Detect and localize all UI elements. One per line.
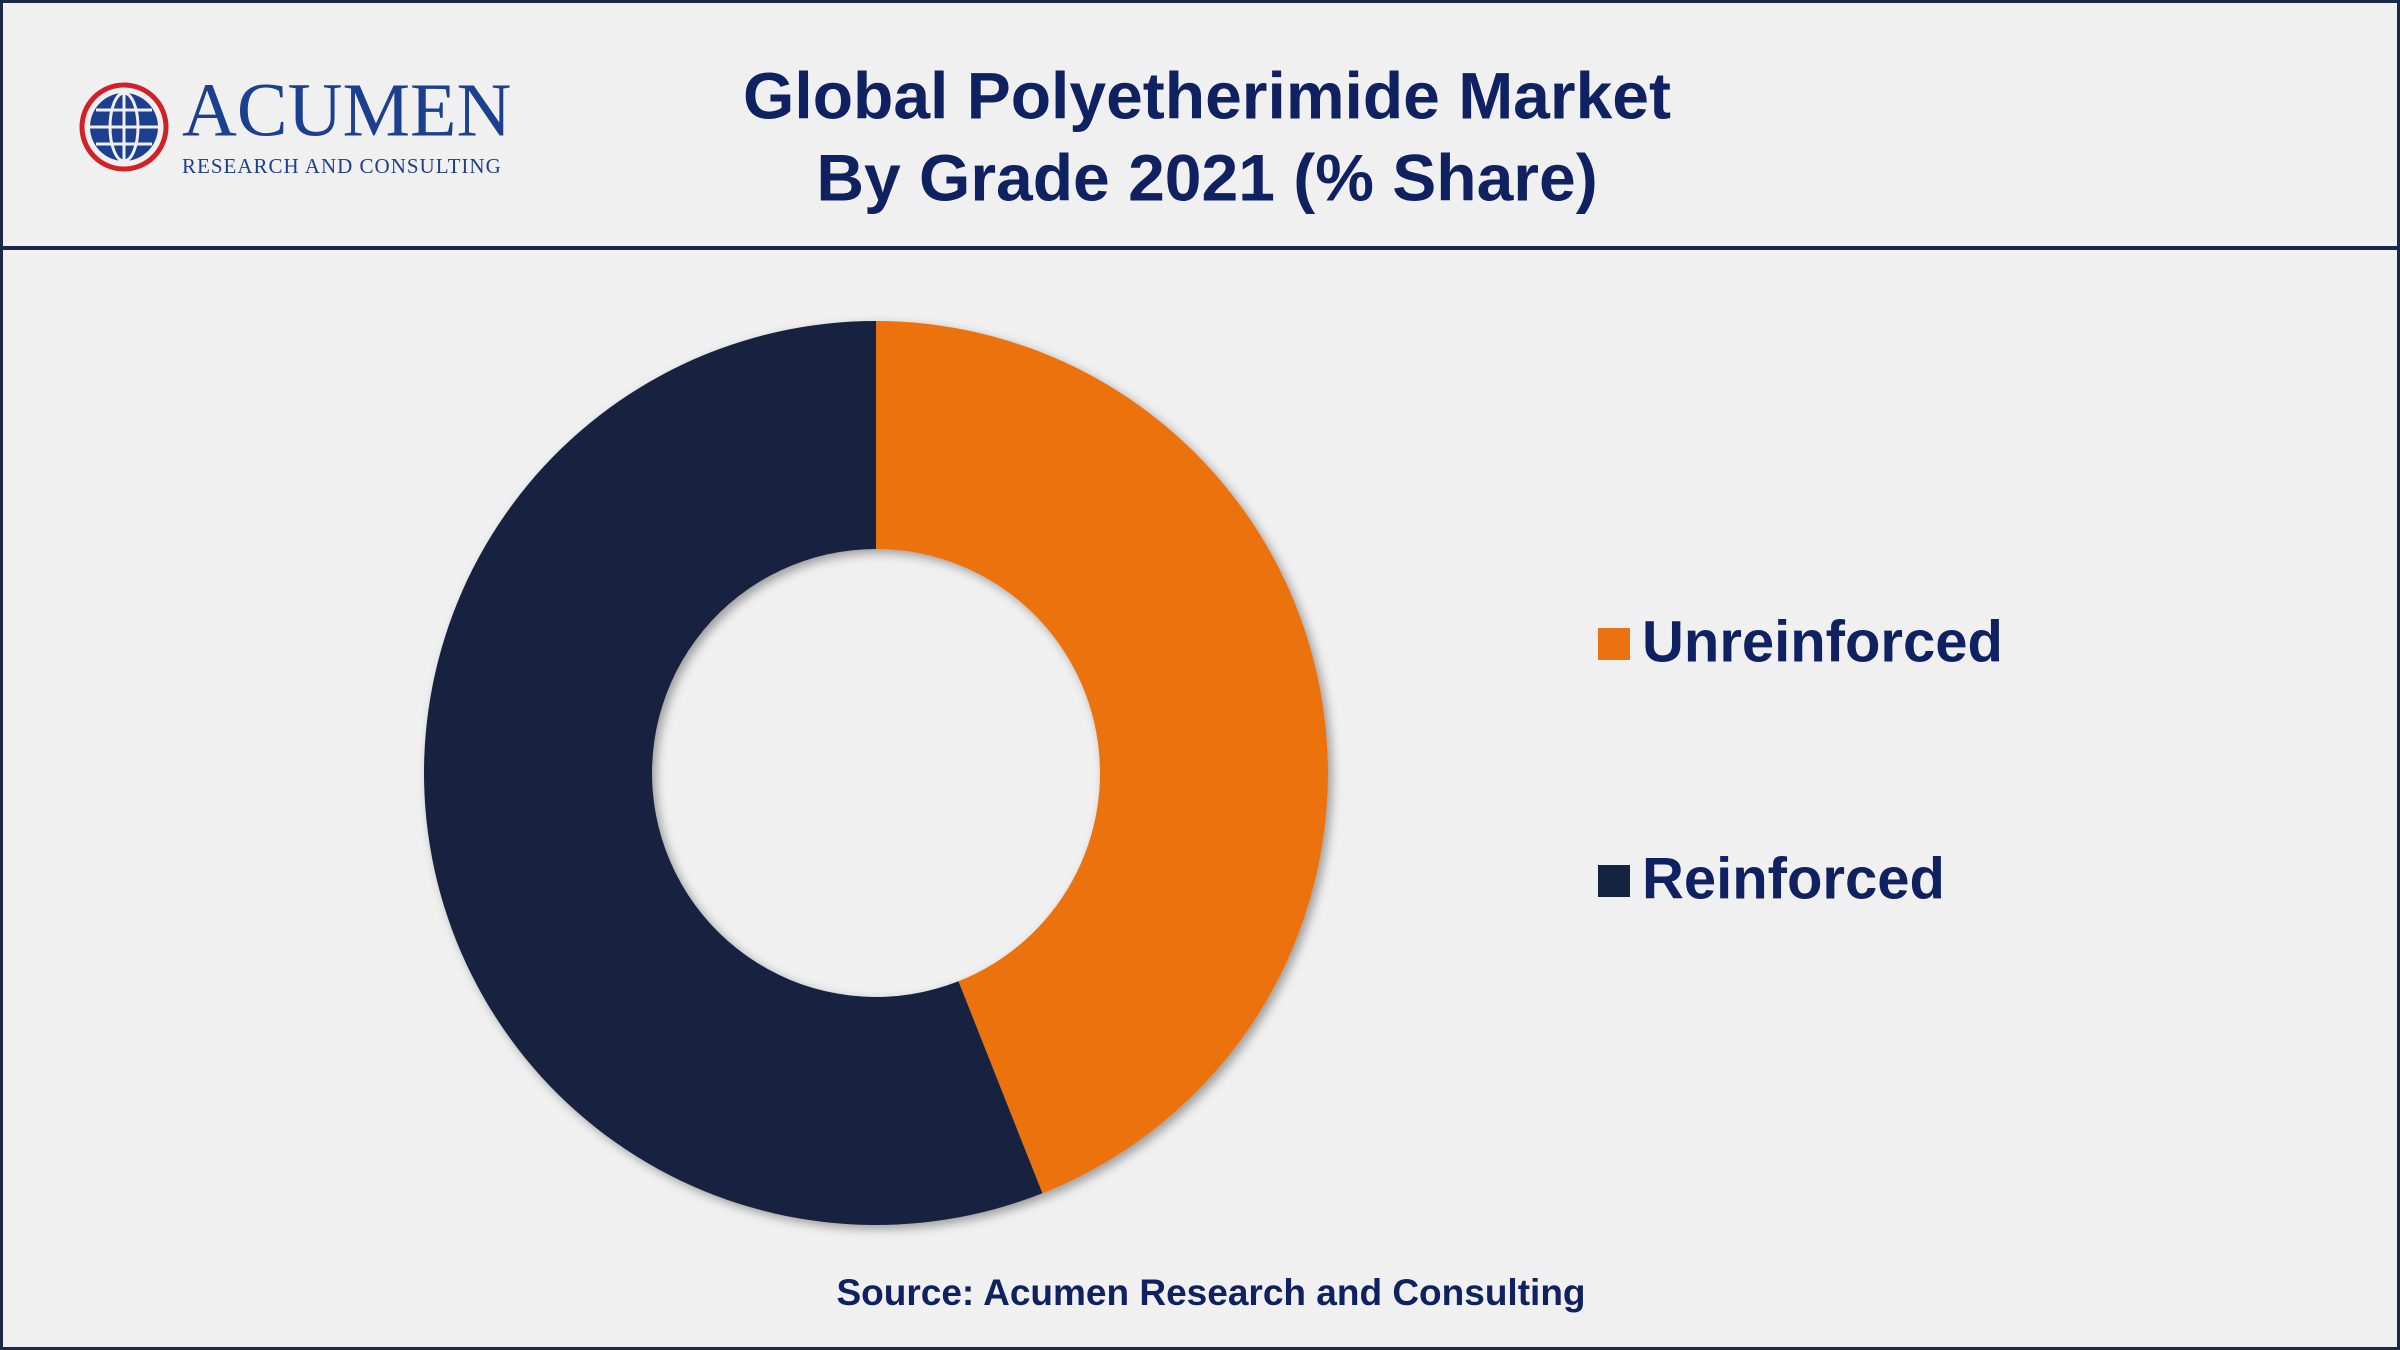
donut-slice: [876, 321, 1329, 1194]
logo: ACUMEN RESEARCH AND CONSULTING: [79, 68, 511, 178]
logo-tagline: RESEARCH AND CONSULTING: [182, 154, 502, 178]
logo-name: ACUMEN: [182, 68, 511, 152]
legend-label: Unreinforced: [1642, 609, 2003, 674]
legend-swatch: [1598, 865, 1630, 897]
legend-swatch: [1598, 628, 1630, 660]
logo-grid: [90, 91, 158, 163]
chart-title: Global Polyetherimide Market: [743, 58, 1671, 132]
legend-label: Reinforced: [1642, 846, 1945, 911]
chart-title: By Grade 2021 (% Share): [816, 140, 1597, 214]
donut-slice: [424, 321, 1043, 1225]
source: Source: Acumen Research and Consulting: [836, 1272, 1585, 1313]
logo-ring: [79, 82, 169, 172]
donut: [424, 321, 1329, 1225]
